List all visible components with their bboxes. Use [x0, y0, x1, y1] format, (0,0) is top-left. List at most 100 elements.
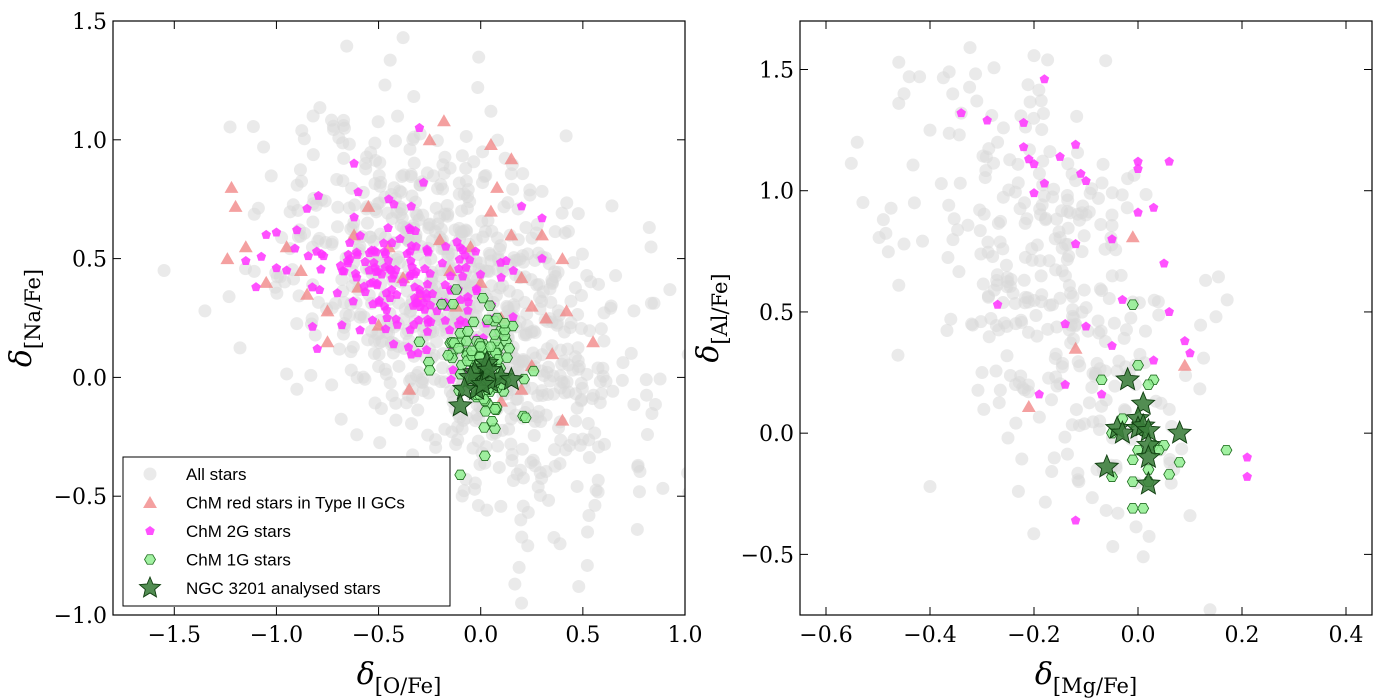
data-point — [1061, 193, 1075, 207]
data-point — [445, 425, 459, 439]
data-point — [343, 258, 353, 268]
data-point — [923, 480, 937, 494]
data-point — [372, 278, 382, 288]
data-point — [437, 258, 448, 268]
data-point — [1015, 452, 1029, 466]
data-point — [1154, 396, 1168, 410]
data-point — [477, 170, 491, 184]
data-point — [992, 299, 1003, 309]
data-point — [302, 203, 312, 213]
data-point — [1042, 254, 1056, 268]
data-point — [1159, 258, 1169, 268]
data-point — [404, 223, 415, 233]
data-point — [1093, 282, 1107, 296]
data-point — [440, 279, 450, 290]
data-point — [1105, 269, 1119, 283]
data-point — [1030, 238, 1044, 252]
data-point — [570, 479, 584, 493]
series-chm-red-stars-in-type-ii-gcs — [1021, 230, 1192, 412]
x-tick-label: 0.4 — [1329, 623, 1364, 648]
x-tick-label: −0.2 — [1007, 623, 1060, 648]
data-point — [1095, 374, 1108, 385]
x-tick-label: −0.5 — [352, 623, 405, 648]
data-point — [526, 453, 540, 467]
data-point — [682, 487, 685, 499]
data-point — [1095, 399, 1109, 413]
data-point — [233, 341, 247, 355]
data-point — [572, 579, 586, 593]
data-point — [406, 201, 417, 211]
data-point — [475, 269, 486, 279]
data-point — [508, 311, 518, 321]
data-point — [1136, 550, 1150, 564]
data-point — [1076, 168, 1086, 178]
data-point — [281, 265, 292, 275]
data-point — [884, 201, 898, 215]
data-point — [558, 226, 572, 240]
data-point — [523, 183, 537, 197]
data-point — [247, 207, 261, 221]
y-tick-label: −0.5 — [741, 543, 794, 568]
data-point — [1021, 399, 1036, 412]
data-point — [1085, 182, 1099, 196]
data-point — [1106, 540, 1120, 554]
data-point — [484, 204, 498, 217]
x-tick-label: 0.0 — [463, 623, 498, 648]
data-point — [591, 361, 605, 375]
data-point — [1164, 476, 1178, 490]
data-point — [597, 334, 611, 348]
data-point — [475, 214, 489, 228]
data-point — [1060, 379, 1070, 389]
data-point — [383, 222, 393, 233]
data-point — [906, 158, 920, 172]
data-point — [1070, 515, 1081, 525]
data-point — [1164, 306, 1174, 316]
data-point — [1133, 347, 1147, 361]
data-point — [1085, 491, 1099, 505]
data-point — [1070, 239, 1081, 249]
data-point — [1061, 157, 1075, 171]
data-point — [511, 392, 525, 406]
data-point — [580, 558, 594, 572]
data-point — [588, 426, 602, 440]
data-point — [448, 365, 458, 375]
data-point — [1035, 198, 1049, 212]
data-point — [420, 166, 434, 180]
data-point — [1096, 389, 1107, 399]
data-point — [431, 217, 445, 231]
data-point — [387, 181, 401, 195]
data-point — [489, 288, 503, 302]
data-point — [1032, 410, 1046, 424]
y-tick-label: 0.5 — [759, 301, 794, 326]
data-point — [501, 352, 514, 363]
data-point — [1047, 451, 1061, 465]
data-point — [1021, 78, 1035, 92]
data-point — [1027, 111, 1041, 125]
legend-marker — [138, 575, 162, 598]
data-point — [198, 304, 212, 318]
data-point — [1142, 529, 1156, 543]
plot-frame — [799, 20, 1373, 616]
data-point — [1033, 208, 1047, 222]
data-point — [1036, 107, 1050, 121]
x-tick-label: 0.0 — [1121, 623, 1156, 648]
data-point — [464, 254, 475, 264]
data-point — [224, 180, 239, 193]
data-point — [313, 190, 324, 200]
data-point — [1071, 146, 1085, 160]
data-point — [348, 296, 358, 306]
data-point — [1001, 431, 1015, 445]
data-point — [452, 343, 465, 354]
data-point — [706, 404, 719, 417]
data-point — [455, 294, 466, 304]
data-point — [876, 213, 890, 227]
data-point — [443, 161, 457, 175]
data-point — [337, 121, 351, 135]
data-point — [453, 319, 464, 329]
data-point — [332, 342, 346, 356]
data-point — [402, 248, 412, 258]
data-point — [382, 312, 392, 322]
data-point — [471, 499, 485, 513]
data-point — [1011, 484, 1025, 498]
data-point — [371, 115, 385, 129]
